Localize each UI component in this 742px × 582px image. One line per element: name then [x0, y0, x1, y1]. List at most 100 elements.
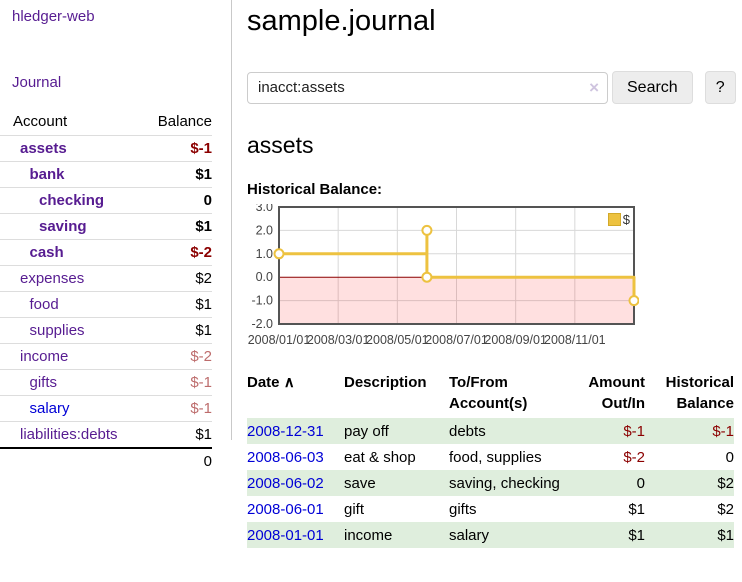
account-row: bank $1 [0, 161, 212, 188]
account-link[interactable]: salary [29, 400, 70, 417]
accounts-header-account: Account [13, 113, 68, 130]
legend-swatch-icon [607, 213, 621, 226]
amount-cell: $-2 [623, 449, 645, 466]
nav-journal-link[interactable]: Journal [12, 74, 62, 91]
account-link[interactable]: expenses [20, 270, 85, 287]
date-link[interactable]: 2008-06-01 [247, 501, 324, 518]
accounts-cell: debts [449, 423, 486, 440]
register-row: 2008-06-02 save saving, checking 0 $2 [247, 470, 734, 496]
account-row: saving $1 [0, 213, 212, 240]
register-header-balance[interactable]: Historical Balance [665, 374, 734, 412]
balance-cell: 0 [725, 449, 734, 466]
amount-cell: 0 [636, 475, 645, 492]
svg-text:-2.0: -2.0 [251, 317, 273, 331]
account-row: expenses $2 [0, 265, 212, 292]
chart-canvas: 3.0 2.0 1.0 0.0 -1.0 -2.0 2008/01/012008/03/01… [248, 200, 640, 347]
account-row: food $1 [0, 291, 212, 318]
amount-cell: $-1 [623, 423, 645, 440]
description-cell: income [344, 527, 393, 544]
description-cell: eat & shop [344, 449, 416, 466]
account-link[interactable]: supplies [29, 322, 85, 339]
search-input[interactable] [247, 71, 608, 104]
account-balance: $1 [145, 317, 212, 344]
account-row: gifts $-1 [0, 369, 212, 396]
svg-text:2008/05/01: 2008/05/01 [366, 333, 429, 347]
chart-legend: $ [605, 211, 632, 228]
svg-text:2008/09/01: 2008/09/01 [484, 333, 547, 347]
accounts-cell: salary [449, 527, 490, 544]
clear-search-icon[interactable]: × [589, 77, 599, 97]
svg-text:2008/01/01: 2008/01/01 [248, 333, 311, 347]
accounts-header-balance: Balance [157, 113, 212, 130]
account-balance: $-2 [145, 343, 212, 370]
account-balance: $1 [145, 161, 212, 188]
historical-balance-chart: 3.0 2.0 1.0 0.0 -1.0 -2.0 2008/01/01 2008/03/01… [247, 200, 640, 354]
account-row: income $-2 [0, 343, 212, 370]
date-link[interactable]: 2008-01-01 [247, 527, 324, 544]
register-header-amount[interactable]: Amount Out/In [588, 374, 645, 412]
account-heading: assets [247, 132, 314, 158]
account-link[interactable]: saving [39, 218, 87, 235]
svg-text:3.0: 3.0 [256, 204, 273, 214]
date-link[interactable]: 2008-06-02 [247, 475, 324, 492]
balance-cell: $-1 [712, 423, 734, 440]
date-link[interactable]: 2008-06-03 [247, 449, 324, 466]
account-link[interactable]: food [29, 296, 59, 313]
svg-text:2008/03/01: 2008/03/01 [307, 333, 370, 347]
legend-label: $ [622, 212, 630, 227]
account-row: checking 0 [0, 187, 212, 214]
register-header-accounts[interactable]: To/From Account(s) [449, 374, 528, 412]
account-link[interactable]: liabilities:debts [20, 426, 118, 443]
account-balance: $2 [145, 265, 212, 292]
hledger-web-app: hledger-web Journal Account Balance asse… [0, 0, 742, 548]
account-balance: $-1 [145, 369, 212, 396]
svg-text:0.0: 0.0 [256, 270, 273, 284]
account-row: salary $-1 [0, 395, 212, 422]
account-row: supplies $1 [0, 317, 212, 344]
balance-cell: $2 [717, 501, 734, 518]
account-balance: $-1 [145, 395, 212, 422]
account-balance: $1 [145, 213, 212, 240]
description-cell: gift [344, 501, 365, 518]
register-header-date[interactable]: Date ∧ [247, 374, 295, 391]
account-balance: $-1 [145, 135, 212, 162]
register-header-description[interactable]: Description [344, 374, 427, 391]
accounts-total: 0 [145, 447, 212, 474]
app-title-link[interactable]: hledger-web [12, 8, 95, 25]
main-content: sample.journal × Search ? assets Histori… [232, 0, 742, 548]
sidebar: hledger-web Journal Account Balance asse… [0, 0, 232, 474]
svg-text:2008/07/01: 2008/07/01 [425, 333, 488, 347]
balance-cell: $1 [717, 527, 734, 544]
description-cell: pay off [344, 423, 389, 440]
sort-asc-icon: ∧ [283, 374, 295, 391]
account-balance: 0 [145, 187, 212, 214]
account-row: cash $-2 [0, 239, 212, 266]
account-balance: $-2 [145, 239, 212, 266]
svg-text:1.0: 1.0 [256, 247, 273, 261]
account-link[interactable]: cash [29, 244, 64, 261]
svg-text:-1.0: -1.0 [251, 294, 273, 308]
chart-title: Historical Balance: [247, 181, 383, 198]
register-row: 2008-06-01 gift gifts $1 $2 [247, 496, 734, 522]
amount-cell: $1 [628, 527, 645, 544]
accounts-cell: gifts [449, 501, 477, 518]
help-button[interactable]: ? [704, 71, 736, 104]
amount-cell: $1 [628, 501, 645, 518]
account-link[interactable]: assets [20, 140, 67, 157]
description-cell: save [344, 475, 376, 492]
account-link[interactable]: bank [29, 166, 65, 183]
account-row: liabilities:debts $1 [0, 421, 212, 448]
account-link[interactable]: income [20, 348, 69, 365]
svg-text:2008/11/01: 2008/11/01 [544, 333, 606, 347]
date-link[interactable]: 2008-12-31 [247, 423, 324, 440]
account-link[interactable]: gifts [29, 374, 58, 391]
page-title: sample.journal [247, 5, 436, 37]
accounts-cell: saving, checking [449, 475, 560, 492]
search-button[interactable]: Search [612, 71, 693, 104]
account-balance: $1 [145, 421, 212, 448]
account-link[interactable]: checking [39, 192, 105, 209]
register-row: 2008-01-01 income salary $1 $1 [247, 522, 734, 548]
accounts-total-row: 0 [0, 447, 212, 474]
register-table: Date ∧ Description To/From Account(s) Am… [247, 370, 734, 548]
balance-cell: $2 [717, 475, 734, 492]
